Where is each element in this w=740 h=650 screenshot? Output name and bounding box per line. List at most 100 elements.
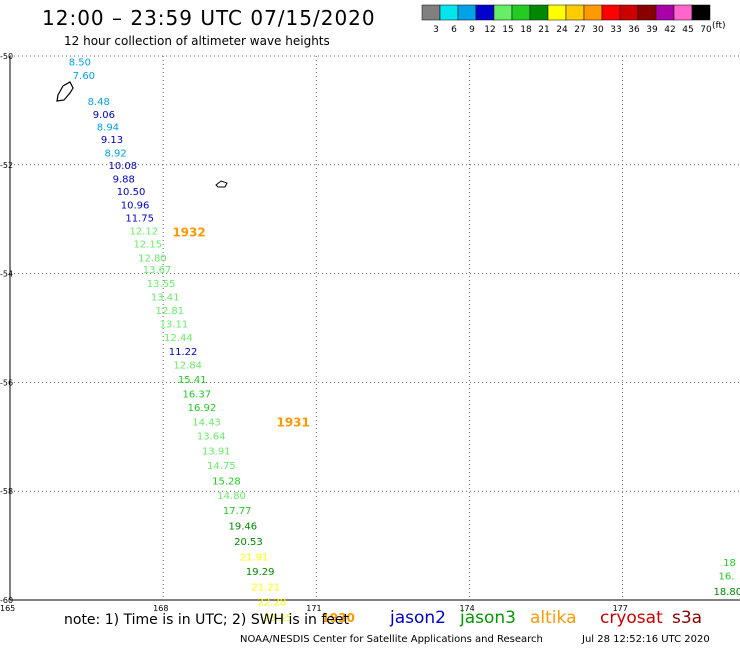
time-annotation: 1931	[276, 416, 309, 430]
data-label-altika: 13.41	[151, 292, 180, 303]
data-label-altika: 10.08	[109, 161, 138, 172]
data-label-altika: 13.91	[202, 446, 231, 457]
data-label-jason3: 16.	[719, 572, 735, 583]
legend-swatch	[547, 4, 567, 21]
data-label-altika: 11.22	[169, 347, 198, 358]
data-label-altika: 23.15	[264, 613, 293, 624]
data-label-altika: 8.48	[88, 97, 110, 108]
data-label-altika: 7.60	[73, 71, 95, 82]
data-label-altika: 16.37	[183, 389, 212, 400]
data-label-altika: 11.75	[125, 214, 154, 225]
x-tick-label: 174	[459, 604, 474, 613]
data-label-altika: 12.15	[134, 240, 163, 251]
time-annotation: 1932	[172, 226, 205, 240]
data-label-altika: 13.67	[143, 265, 172, 276]
data-label-altika: 19.29	[246, 567, 275, 578]
y-tick-label: -52	[0, 161, 13, 170]
legend-swatch	[475, 4, 495, 21]
data-label-altika: 9.06	[93, 110, 115, 121]
x-tick-label: 168	[153, 604, 168, 613]
data-label-altika: 14.80	[217, 491, 246, 502]
page-subtitle: 12 hour collection of altimeter wave hei…	[64, 34, 330, 48]
x-tick-label: 165	[0, 604, 15, 613]
data-label-altika: 9.13	[101, 135, 123, 146]
satellite-label-jason3: jason3	[460, 608, 516, 628]
data-label-altika: 17.77	[223, 506, 252, 517]
data-label-altika: 12.84	[173, 360, 202, 371]
legend-label: 42	[664, 25, 675, 35]
legend-swatch	[511, 4, 531, 21]
legend-swatch	[529, 4, 549, 21]
data-label-altika: 12.81	[155, 306, 184, 317]
data-label-altika: 21.91	[240, 552, 269, 563]
legend-swatch	[457, 4, 477, 21]
legend-label: 12	[484, 25, 495, 35]
data-label-jason3: 18	[723, 558, 736, 569]
data-label-altika: 10.50	[117, 187, 146, 198]
legend-label: 9	[469, 25, 475, 35]
legend-label: 18	[520, 25, 532, 35]
legend-label: 33	[610, 25, 621, 35]
legend-label: 39	[646, 25, 658, 35]
legend-label: 70	[700, 25, 712, 35]
footer-credit: NOAA/NESDIS Center for Satellite Applica…	[240, 634, 543, 645]
legend-label: 3	[433, 25, 439, 35]
legend-label: 45	[682, 25, 693, 35]
legend-label: 30	[592, 25, 604, 35]
data-label-altika: 14.75	[207, 461, 236, 472]
y-tick-label: -58	[0, 487, 13, 496]
legend-swatch	[655, 4, 675, 21]
data-label-altika: 12.12	[129, 227, 158, 238]
legend-swatch	[637, 4, 657, 21]
y-tick-label: -54	[0, 270, 13, 279]
footer-note: note: 1) Time is in UTC; 2) SWH is in fe…	[64, 612, 350, 628]
data-label-altika: 22.28	[258, 598, 287, 609]
y-tick-label: -56	[0, 378, 13, 387]
satellite-label-cryosat: cryosat	[600, 608, 663, 628]
data-label-jason3: 18.80	[713, 587, 740, 598]
legend-label: 24	[556, 25, 568, 35]
island-outline	[56, 81, 74, 102]
page-title: 12:00 – 23:59 UTC 07/15/2020	[42, 6, 376, 30]
satellite-label-s3a: s3a	[672, 608, 703, 628]
data-label-altika: 10.96	[121, 201, 150, 212]
y-tick-label: -60	[0, 596, 13, 605]
data-label-altika: 20.53	[234, 537, 263, 548]
legend-label: 6	[451, 25, 457, 35]
data-label-altika: 9.88	[113, 174, 135, 185]
legend-swatch	[673, 4, 693, 21]
footer-timestamp: Jul 28 12:52:16 UTC 2020	[582, 634, 710, 645]
data-label-altika: 13.55	[147, 279, 176, 290]
legend-unit: (ft)	[712, 21, 726, 31]
data-label-altika: 12.44	[164, 333, 193, 344]
data-label-altika: 19.46	[228, 521, 257, 532]
legend-swatch	[601, 4, 621, 21]
data-label-altika: 15.41	[178, 375, 207, 386]
data-label-altika: 13.11	[160, 320, 189, 331]
data-label-altika: 8.92	[104, 148, 126, 159]
satellite-label-altika: altika	[530, 608, 577, 628]
x-tick-label: 177	[613, 604, 628, 613]
y-tick-label: -50	[0, 52, 13, 61]
satellite-label-jason2: jason2	[390, 608, 446, 628]
legend-label: 27	[574, 25, 585, 35]
legend-swatch	[493, 4, 513, 21]
data-label-altika: 13.64	[197, 432, 226, 443]
x-tick-label: 171	[306, 604, 321, 613]
data-label-altika: 15.28	[212, 476, 241, 487]
legend-swatch	[691, 4, 711, 21]
data-label-altika: 8.94	[97, 123, 119, 134]
legend-label: 15	[502, 25, 513, 35]
legend-swatch	[421, 4, 441, 21]
data-label-altika: 21.21	[251, 582, 280, 593]
data-label-altika: 12.80	[138, 253, 167, 264]
data-label-altika: 8.50	[69, 57, 91, 68]
legend-swatch	[565, 4, 585, 21]
island-outline	[215, 180, 228, 188]
data-label-altika: 16.92	[188, 403, 217, 414]
legend-label: 36	[628, 25, 640, 35]
data-label-altika: 14.43	[192, 418, 221, 429]
legend-swatch	[619, 4, 639, 21]
